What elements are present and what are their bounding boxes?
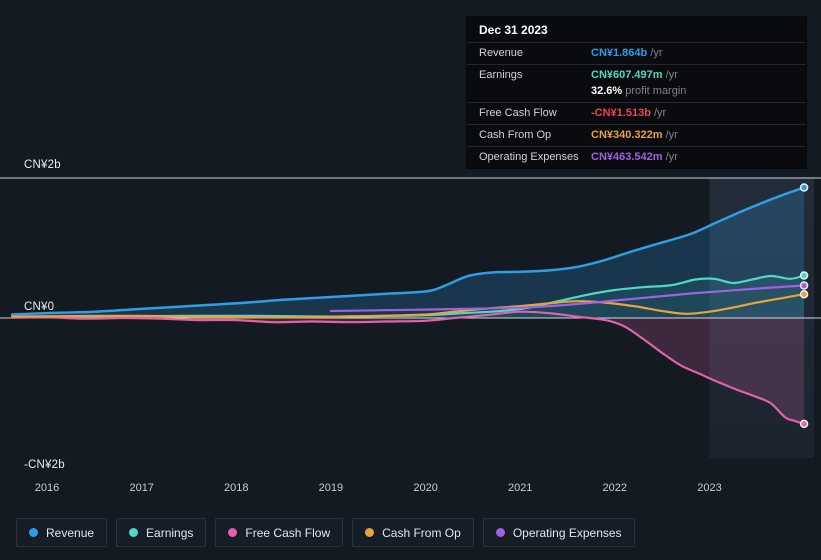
tooltip-row-earnings: Earnings CN¥607.497m /yr 32.6% profit ma… <box>467 65 806 103</box>
tooltip-label-revenue: Revenue <box>479 47 524 59</box>
x-tick-label-2017: 2017 <box>129 482 153 494</box>
revenue-area <box>12 187 805 318</box>
x-tick-label-2018: 2018 <box>224 482 248 494</box>
cash-from-op-end-marker <box>799 289 809 299</box>
legend-label-free-cash-flow: Free Cash Flow <box>245 525 331 540</box>
legend-item-cash-from-op[interactable]: Cash From Op <box>352 518 474 547</box>
tooltip-value-free-cash-flow: -CN¥1.513b /yr <box>591 107 666 120</box>
tooltip-label-free-cash-flow: Free Cash Flow <box>479 107 557 119</box>
free-cash-flow-dot-icon <box>228 528 238 537</box>
earnings-end-marker <box>799 271 809 280</box>
x-tick-label-2019: 2019 <box>319 482 343 494</box>
tooltip-cashop-amount: CN¥340.322m <box>591 129 663 141</box>
legend-label-earnings: Earnings <box>146 525 194 540</box>
tooltip-row-free-cash-flow: Free Cash Flow -CN¥1.513b /yr <box>467 103 806 125</box>
y-axis-label-bottom: -CN¥2b <box>24 459 65 471</box>
operating-expenses-dot-icon <box>495 528 505 537</box>
tooltip-value-earnings: CN¥607.497m /yr 32.6% profit margin <box>591 69 686 98</box>
x-tick-label-2022: 2022 <box>603 482 627 494</box>
chart-legend: Revenue Earnings Free Cash Flow Cash Fro… <box>16 518 635 547</box>
chart-tooltip: Dec 31 2023 Revenue CN¥1.864b /yr Earnin… <box>466 16 807 169</box>
tooltip-cashop-unit: /yr <box>665 129 678 141</box>
tooltip-row-operating-expenses: Operating Expenses CN¥463.542m /yr <box>467 147 806 168</box>
revenue-line <box>10 186 806 316</box>
tooltip-earnings-amount: CN¥607.497m <box>591 69 663 81</box>
tooltip-value-revenue: CN¥1.864b /yr <box>591 47 663 60</box>
free-cash-flow-end-marker <box>799 419 809 429</box>
earnings-area <box>12 275 805 318</box>
tooltip-row-cash-from-op: Cash From Op CN¥340.322m /yr <box>467 125 806 147</box>
legend-label-revenue: Revenue <box>46 525 95 540</box>
y-axis-label-top: CN¥2b <box>24 159 61 171</box>
free-cash-flow-line <box>10 310 806 425</box>
x-tick-label-2023: 2023 <box>697 482 721 494</box>
x-tick-label-2021: 2021 <box>508 482 532 494</box>
legend-label-operating-expenses: Operating Expenses <box>512 525 622 540</box>
tooltip-earnings-unit: /yr <box>665 69 678 81</box>
tooltip-value-operating-expenses: CN¥463.542m /yr <box>591 151 678 164</box>
revenue-dot-icon <box>29 528 38 537</box>
cash-from-op-dot-icon <box>365 528 375 537</box>
operating-expenses-line <box>329 284 806 313</box>
tooltip-revenue-amount: CN¥1.864b <box>591 47 648 59</box>
earnings-dot-icon <box>129 528 139 537</box>
tooltip-fcf-amount: -CN¥1.513b <box>591 107 651 119</box>
legend-label-cash-from-op: Cash From Op <box>382 525 461 540</box>
tooltip-label-operating-expenses: Operating Expenses <box>479 151 579 163</box>
revenue-end-marker <box>799 183 809 192</box>
tooltip-value-cash-from-op: CN¥340.322m /yr <box>591 129 678 142</box>
profit-margin-line: 32.6% profit margin <box>591 85 686 98</box>
profit-margin-text: profit margin <box>625 85 687 97</box>
tooltip-label-earnings: Earnings <box>479 69 523 81</box>
legend-item-revenue[interactable]: Revenue <box>16 518 108 547</box>
tooltip-opex-unit: /yr <box>665 151 678 163</box>
tooltip-revenue-unit: /yr <box>650 47 663 59</box>
tooltip-date: Dec 31 2023 <box>467 17 806 43</box>
tooltip-fcf-unit: /yr <box>653 107 667 119</box>
legend-item-operating-expenses[interactable]: Operating Expenses <box>482 518 635 547</box>
x-tick-label-2016: 2016 <box>35 482 59 494</box>
x-tick-label-2020: 2020 <box>413 482 437 494</box>
legend-item-earnings[interactable]: Earnings <box>116 518 207 547</box>
tooltip-opex-amount: CN¥463.542m <box>591 151 663 163</box>
profit-margin-value: 32.6% <box>591 85 623 97</box>
tooltip-row-revenue: Revenue CN¥1.864b /yr <box>467 43 806 65</box>
cash-from-op-line <box>10 293 806 319</box>
operating-expenses-end-marker <box>799 281 809 290</box>
y-axis-label-zero: CN¥0 <box>24 301 55 313</box>
earnings-line <box>10 274 806 319</box>
tooltip-label-cash-from-op: Cash From Op <box>479 129 552 141</box>
legend-item-free-cash-flow[interactable]: Free Cash Flow <box>215 518 344 547</box>
